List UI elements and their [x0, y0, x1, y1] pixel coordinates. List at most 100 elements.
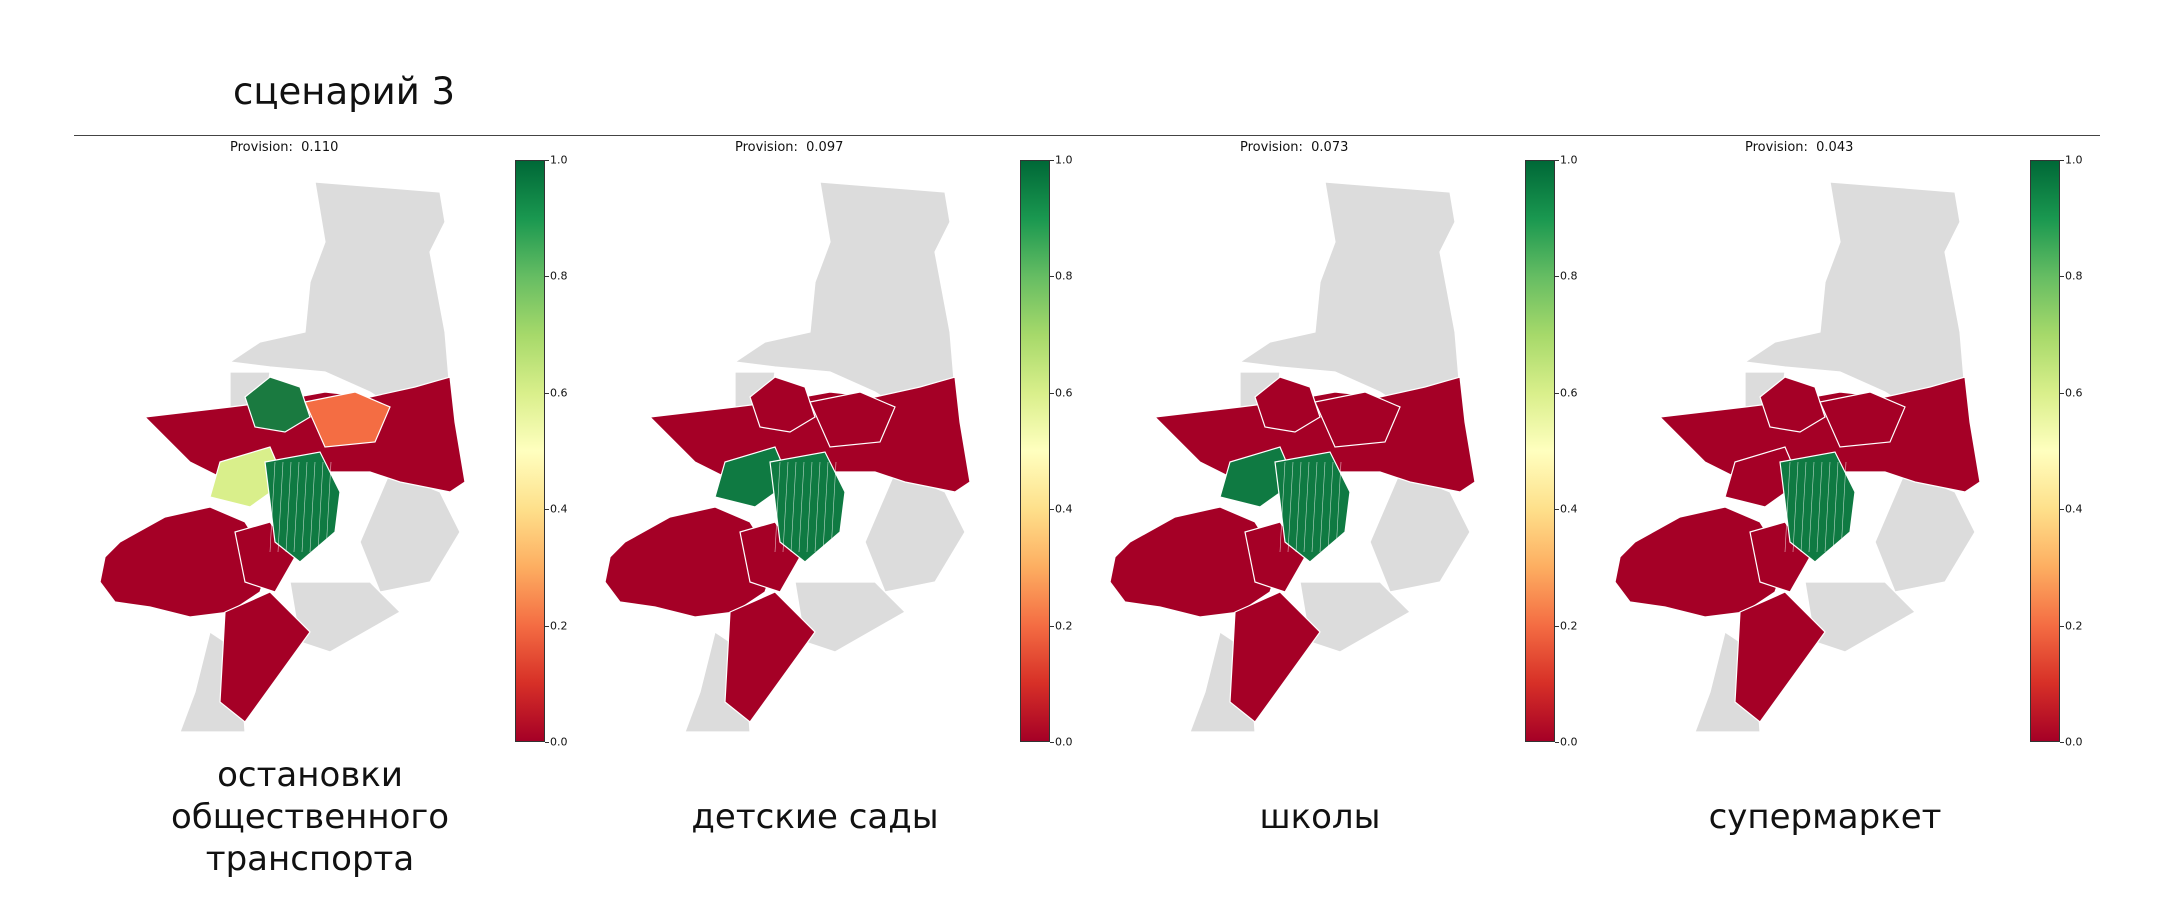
- colorbar-tick-mark: [545, 509, 549, 511]
- colorbar-tick-mark: [1555, 509, 1559, 511]
- district-map: [604, 181, 971, 733]
- caption-line: остановки: [217, 755, 403, 795]
- header-divider: [74, 135, 2100, 136]
- provision-text: Provision:: [735, 140, 807, 155]
- district-map: [99, 181, 466, 733]
- east-territory: [359, 471, 461, 593]
- colorbar-tick-mark: [1555, 625, 1559, 627]
- street-line: [1832, 461, 1839, 553]
- colorbar-tick-mark: [2060, 742, 2064, 743]
- street-line: [309, 461, 316, 553]
- street-line: [790, 461, 797, 553]
- colorbar-tick-label: 0.0: [1055, 735, 1073, 749]
- street-line: [1816, 461, 1823, 553]
- provision-label: Provision: 0.097: [735, 140, 843, 155]
- colorbar-tick-mark: [1555, 276, 1559, 278]
- street-line: [1840, 461, 1847, 553]
- south-territory: [289, 581, 401, 653]
- panel-caption: школы: [1070, 796, 1570, 838]
- street-line: [1303, 461, 1310, 553]
- provision-label: Provision: 0.110: [230, 140, 338, 155]
- street-line: [782, 461, 789, 553]
- colorbar-tick-label: 1.0: [1560, 153, 1578, 167]
- colorbar: [2030, 160, 2060, 742]
- center-district: [809, 391, 896, 448]
- colorbar-tick-label: 0.8: [1560, 269, 1578, 283]
- south-grid: [1779, 451, 1856, 563]
- colorbar-tick-label: 0.6: [1055, 386, 1073, 400]
- east-territory: [1369, 471, 1471, 593]
- map-panel-1: Provision: 0.110 0.0 0.2 0.4 0.6 0.8 1.0: [70, 136, 570, 756]
- colorbar: [515, 160, 545, 742]
- street-line: [285, 461, 292, 553]
- colorbar-tick-mark: [1050, 276, 1054, 278]
- street-line: [325, 461, 332, 553]
- colorbar-tick-mark: [545, 392, 549, 394]
- street-line: [774, 461, 781, 553]
- provision-label: Provision: 0.073: [1240, 140, 1348, 155]
- colorbar-tick-mark: [2060, 392, 2064, 394]
- south-wedge: [219, 591, 311, 723]
- provision-text: Provision:: [230, 140, 302, 155]
- caption-line: школы: [1259, 797, 1381, 837]
- street-line: [1287, 461, 1294, 553]
- street-line: [277, 461, 284, 553]
- colorbar-tick-mark: [1050, 160, 1054, 161]
- street-line: [293, 461, 300, 553]
- scenario-title: сценарий 3: [233, 70, 456, 113]
- colorbar-tick-mark: [2060, 625, 2064, 627]
- map-panel-3: Provision: 0.073 0.0 0.2 0.4 0.6 0.8 1.0: [1080, 136, 1580, 756]
- street-line: [1335, 461, 1342, 553]
- colorbar-tick-label: 0.8: [550, 269, 568, 283]
- caption-line: супермаркет: [1708, 797, 1942, 837]
- map-panel-4: Provision: 0.043 0.0 0.2 0.4 0.6 0.8 1.0: [1585, 136, 2085, 756]
- colorbar-tick-label: 0.0: [2065, 735, 2083, 749]
- center-district: [1819, 391, 1906, 448]
- provision-label: Provision: 0.043: [1745, 140, 1853, 155]
- colorbar-tick-mark: [2060, 276, 2064, 278]
- colorbar: [1525, 160, 1555, 742]
- street-line: [830, 461, 837, 553]
- colorbar-tick-label: 0.0: [1560, 735, 1578, 749]
- street-line: [1327, 461, 1334, 553]
- provision-value: 0.097: [806, 140, 844, 155]
- panel-caption: остановки общественного транспорта: [60, 754, 560, 880]
- south-wedge: [724, 591, 816, 723]
- colorbar-tick-mark: [2060, 160, 2064, 161]
- street-line: [1295, 461, 1302, 553]
- provision-text: Provision:: [1240, 140, 1312, 155]
- east-territory: [1874, 471, 1976, 593]
- colorbar-tick-mark: [2060, 509, 2064, 511]
- provision-value: 0.043: [1816, 140, 1854, 155]
- street-line: [822, 461, 829, 553]
- district-map: [1614, 181, 1981, 733]
- south-territory: [1804, 581, 1916, 653]
- street-line: [806, 461, 813, 553]
- street-line: [1311, 461, 1318, 553]
- colorbar-tick-mark: [545, 625, 549, 627]
- street-line: [798, 461, 805, 553]
- north-territory: [1743, 181, 1966, 413]
- colorbar-tick-label: 0.2: [2065, 619, 2083, 633]
- district-map: [1109, 181, 1476, 733]
- south-wedge: [1734, 591, 1826, 723]
- colorbar-tick-label: 0.2: [1055, 619, 1073, 633]
- colorbar-tick-mark: [545, 742, 549, 743]
- east-territory: [864, 471, 966, 593]
- colorbar-tick-mark: [545, 276, 549, 278]
- street-line: [1784, 461, 1791, 553]
- street-line: [1792, 461, 1799, 553]
- north-territory: [733, 181, 956, 413]
- south-wedge: [1229, 591, 1321, 723]
- south-territory: [794, 581, 906, 653]
- north-district: [1759, 376, 1826, 433]
- colorbar-tick-label: 0.0: [550, 735, 568, 749]
- street-line: [269, 461, 276, 553]
- provision-value: 0.073: [1311, 140, 1349, 155]
- north-territory: [1238, 181, 1461, 413]
- caption-line: детские сады: [691, 797, 939, 837]
- street-line: [317, 461, 324, 553]
- south-grid: [769, 451, 846, 563]
- colorbar-tick-label: 1.0: [550, 153, 568, 167]
- colorbar-tick-label: 0.6: [550, 386, 568, 400]
